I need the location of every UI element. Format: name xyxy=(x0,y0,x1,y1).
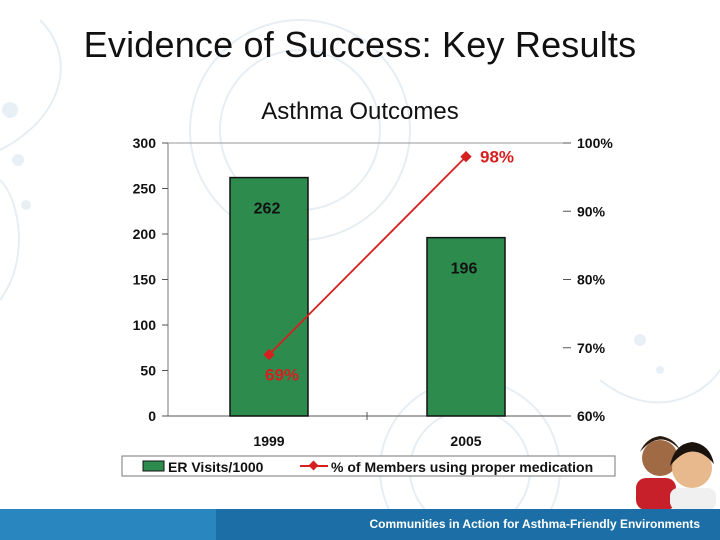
left-tick-label: 300 xyxy=(133,135,157,151)
chart-title: Asthma Outcomes xyxy=(261,98,459,125)
line-marker xyxy=(263,348,275,361)
left-tick-label: 200 xyxy=(133,226,157,242)
children-photo xyxy=(636,436,716,510)
legend-box xyxy=(121,455,616,477)
left-tick-label: 50 xyxy=(140,363,156,379)
left-tick-label: 150 xyxy=(133,272,157,288)
series-line xyxy=(268,156,467,356)
legend-label-line: % of Members using proper medication xyxy=(331,459,593,475)
left-tick-label: 0 xyxy=(148,408,156,424)
x-tick-label: 1999 xyxy=(253,433,284,449)
footer-text: Communities in Action for Asthma-Friendl… xyxy=(369,517,700,531)
legend-label-bar: ER Visits/1000 xyxy=(168,459,264,475)
footer-accent xyxy=(0,509,216,540)
line-value-label: 98% xyxy=(480,148,514,167)
right-tick-label: 70% xyxy=(577,340,606,356)
bar xyxy=(426,236,506,417)
x-axis-ticks: 1999 2005 xyxy=(253,433,481,449)
slide-title: Evidence of Success: Key Results xyxy=(83,24,637,65)
left-axis-ticks: 0 50 100 150 200 250 300 xyxy=(133,135,168,424)
line-marker xyxy=(460,150,472,163)
line-value-label: 69% xyxy=(265,366,299,385)
right-axis-ticks: 60% 70% 80% 90% 100% xyxy=(563,135,613,424)
legend-swatch-bar xyxy=(142,460,165,472)
bar-value-label: 196 xyxy=(451,261,478,278)
line-series: 69% 98% xyxy=(263,148,514,385)
right-tick-label: 80% xyxy=(577,272,606,288)
right-tick-label: 100% xyxy=(577,135,613,151)
legend-swatch-marker xyxy=(308,460,319,471)
bars xyxy=(229,176,506,417)
right-tick-label: 90% xyxy=(577,203,606,219)
bar xyxy=(229,176,309,417)
right-tick-label: 60% xyxy=(577,408,606,424)
bar-labels: 262 196 xyxy=(254,201,478,278)
bar-value-label: 262 xyxy=(254,201,281,218)
x-tick-label: 2005 xyxy=(450,433,481,449)
left-tick-label: 250 xyxy=(133,181,157,197)
footer-bar: Communities in Action for Asthma-Friendl… xyxy=(0,509,720,540)
left-tick-label: 100 xyxy=(133,317,157,333)
